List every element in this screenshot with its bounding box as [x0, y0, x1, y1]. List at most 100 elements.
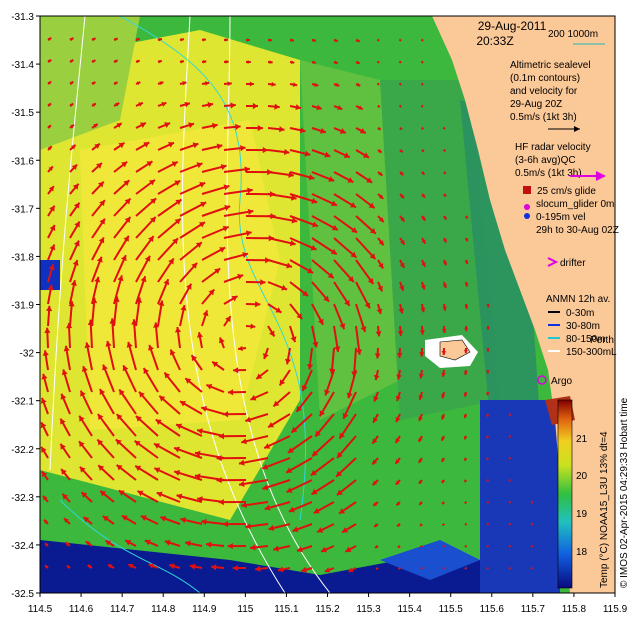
- current-arrow-head: [421, 216, 426, 221]
- current-arrow-head: [464, 282, 469, 287]
- current-arrow-head: [119, 389, 125, 396]
- current-arrow-head: [419, 352, 425, 357]
- current-arrow-head: [40, 422, 47, 429]
- current-arrow-head: [206, 383, 213, 390]
- current-arrow-head: [373, 396, 379, 402]
- current-arrow-head: [271, 81, 276, 87]
- current-arrow-head: [375, 331, 382, 337]
- lat-tick-label: -32.4: [11, 541, 34, 552]
- current-arrow-head: [194, 450, 201, 457]
- current-arrow-head: [375, 566, 379, 570]
- current-arrow-head: [220, 163, 227, 170]
- current-arrow-head: [264, 443, 271, 449]
- current-arrow-head: [312, 38, 316, 42]
- current-arrow-head: [486, 457, 490, 460]
- current-arrow-head: [487, 544, 490, 548]
- current-arrow-head: [486, 435, 490, 439]
- current-arrow-head: [128, 563, 134, 569]
- current-arrow-head: [144, 255, 151, 262]
- current-arrow-head: [163, 279, 170, 286]
- current-arrow-head: [216, 477, 222, 484]
- current-arrow-head: [159, 81, 164, 86]
- svg-text:HF radar velocity: HF radar velocity: [515, 142, 591, 153]
- current-arrow-head: [180, 305, 187, 311]
- current-arrow-head: [339, 432, 345, 439]
- current-arrow-head: [419, 480, 423, 484]
- current-arrow-head: [186, 283, 192, 290]
- current-arrow-head: [124, 198, 131, 205]
- current-arrow-head: [99, 200, 105, 207]
- current-arrow-head: [442, 544, 446, 547]
- current-arrow-head: [398, 60, 402, 63]
- current-arrow-head: [60, 418, 66, 425]
- current-arrow-head: [372, 417, 378, 423]
- current-arrow-head: [148, 563, 155, 569]
- current-arrow-head: [48, 166, 53, 171]
- current-arrow-head: [463, 371, 468, 375]
- current-arrow-head: [44, 565, 49, 569]
- perth-label: Perth: [590, 335, 614, 346]
- current-arrow-head: [487, 566, 490, 570]
- current-arrow-head: [143, 368, 149, 375]
- current-arrow-head: [441, 372, 446, 377]
- current-arrow-head: [83, 517, 90, 523]
- hf-radar-legend: HF radar velocity (3-6h avg)QC 0.5m/s (1…: [515, 142, 606, 181]
- current-arrow-head: [188, 122, 195, 129]
- current-arrow-head: [396, 501, 401, 506]
- lat-tick-label: -31.7: [11, 204, 34, 215]
- current-arrow-head: [158, 60, 162, 64]
- current-arrow-head: [72, 260, 79, 266]
- argo-label: Argo: [551, 376, 573, 387]
- current-arrow-head: [191, 262, 198, 269]
- drifter-label: drifter: [560, 258, 586, 269]
- current-arrow-head: [47, 59, 52, 63]
- current-arrow-head: [487, 500, 490, 504]
- current-arrow-head: [396, 353, 403, 358]
- current-arrow-head: [262, 146, 268, 154]
- svg-text:0.5m/s (1kt 3h): 0.5m/s (1kt 3h): [515, 168, 582, 179]
- current-arrow-head: [442, 148, 446, 152]
- current-arrow-head: [464, 566, 468, 569]
- svg-text:ANMN 12h av.: ANMN 12h av.: [546, 294, 610, 305]
- current-arrow-head: [174, 446, 180, 453]
- current-arrow-head: [465, 544, 468, 548]
- current-arrow-head: [116, 123, 122, 128]
- current-arrow-head: [144, 539, 151, 546]
- current-arrow-head: [288, 171, 294, 178]
- current-arrow-head: [443, 238, 447, 243]
- current-arrow-head: [350, 251, 357, 258]
- current-arrow-head: [421, 193, 425, 198]
- current-arrow-head: [241, 502, 247, 509]
- current-arrow-head: [419, 523, 423, 526]
- current-arrow-head: [249, 81, 254, 87]
- current-arrow-head: [45, 305, 53, 312]
- current-arrow-head: [124, 216, 131, 223]
- current-arrow-head: [148, 344, 154, 351]
- lat-tick-label: -31.3: [11, 12, 34, 23]
- current-arrow-head: [508, 413, 512, 416]
- current-arrow-head: [274, 103, 280, 110]
- current-arrow-head: [73, 240, 80, 247]
- svg-text:25 cm/s glide: 25 cm/s glide: [537, 186, 596, 197]
- current-arrow-head: [441, 436, 445, 441]
- current-arrow-head: [398, 566, 402, 569]
- current-arrow-head: [174, 218, 181, 225]
- current-arrow-head: [442, 566, 446, 569]
- current-arrow-head: [464, 305, 469, 309]
- current-arrow-head: [399, 262, 405, 268]
- current-arrow-head: [245, 416, 252, 423]
- current-arrow-head: [313, 507, 320, 514]
- current-arrow-head: [487, 478, 490, 482]
- current-arrow-head: [509, 456, 512, 460]
- current-arrow-head: [42, 495, 48, 501]
- current-arrow-head: [41, 373, 48, 380]
- current-arrow-head: [63, 345, 70, 352]
- current-arrow-head: [168, 142, 175, 148]
- lat-tick-label: -31.5: [11, 108, 34, 119]
- sst-field: [40, 16, 615, 593]
- current-arrow-head: [369, 227, 376, 234]
- current-arrow-head: [136, 81, 141, 86]
- current-arrow-head: [359, 128, 366, 134]
- current-arrow-head: [311, 488, 318, 495]
- current-arrow-head: [223, 184, 230, 191]
